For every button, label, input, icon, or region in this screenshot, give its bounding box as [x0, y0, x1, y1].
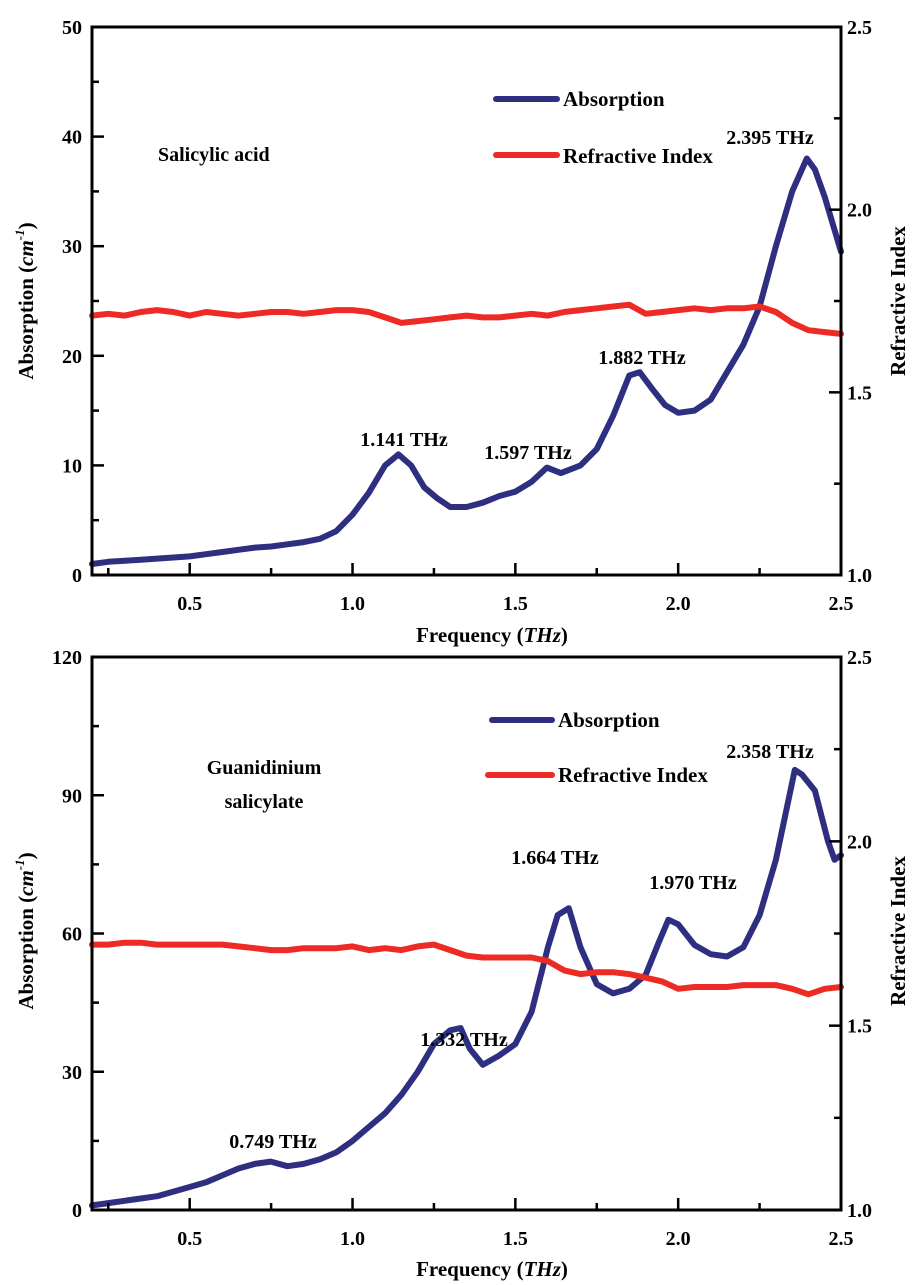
legend-refractive-index-label: Refractive Index: [563, 144, 713, 168]
x-axis-title: Frequency (THz): [416, 1257, 568, 1281]
y-axis-left-title: Absorption (cm-1): [12, 222, 38, 379]
refractive-index-series-line: [92, 943, 841, 995]
y-left-tick-label: 50: [62, 17, 82, 39]
peak-label: 1.141 THz: [360, 429, 448, 451]
x-tick-label: 1.0: [340, 1228, 365, 1250]
chart-guanidinium-salicylate: 0.5 1.0 1.5 2.0 2.5 0 30 60 90 120 1.0 1.5 2.0 2.5 Fr…: [12, 647, 910, 1281]
x-axis-title: Frequency (THz): [416, 623, 568, 647]
y-left-tick-label: 0: [72, 1200, 82, 1222]
peak-label: 1.664 THz: [511, 847, 599, 869]
absorption-series-line: [92, 159, 841, 565]
y-right-tick-label: 2.5: [847, 17, 872, 39]
legend: Absorption Refractive Index: [496, 87, 713, 168]
x-tick-label: 1.5: [503, 1228, 528, 1250]
axis-ticks: [92, 657, 841, 1210]
sample-label: Guanidinium: [207, 757, 322, 779]
y-right-tick-label: 2.5: [847, 647, 872, 669]
y-left-tick-label: 40: [62, 127, 82, 149]
axis-ticks: [92, 27, 841, 575]
y-left-tick-label: 0: [72, 565, 82, 587]
y-right-tick-label: 1.5: [847, 1016, 872, 1038]
y-left-tick-label: 120: [52, 647, 82, 669]
y-right-tick-label: 1.0: [847, 565, 872, 587]
plot-frame: [92, 27, 841, 575]
y-axis-left-title: Absorption (cm-1): [12, 852, 38, 1009]
x-tick-label: 2.5: [829, 1228, 854, 1250]
x-tick-label: 1.5: [503, 593, 528, 615]
legend-absorption-label: Absorption: [558, 708, 660, 732]
legend-absorption-label: Absorption: [563, 87, 665, 111]
sample-label: Salicylic acid: [158, 144, 270, 166]
peak-label: 0.749 THz: [229, 1131, 317, 1153]
x-tick-label: 0.5: [177, 1228, 202, 1250]
peak-label: 1.970 THz: [649, 872, 737, 894]
peak-label: 2.358 THz: [726, 741, 814, 763]
y-right-tick-label: 2.0: [847, 200, 872, 222]
plot-frame: [92, 657, 841, 1210]
y-left-tick-label: 20: [62, 346, 82, 368]
plot-area: [92, 770, 841, 1206]
x-tick-label: 2.5: [829, 593, 854, 615]
peak-label: 1.597 THz: [484, 442, 572, 464]
y-left-tick-label: 90: [62, 785, 82, 807]
x-tick-label: 2.0: [666, 1228, 691, 1250]
tick-labels: 0.5 1.0 1.5 2.0 2.5 0 30 60 90 120 1.0 1.5 2.0 2.5: [52, 647, 872, 1250]
y-left-tick-label: 30: [62, 236, 82, 258]
x-tick-label: 1.0: [340, 593, 365, 615]
y-left-tick-label: 10: [62, 455, 82, 477]
peak-annotations: 1.141 THz 1.597 THz 1.882 THz 2.395 THz: [360, 127, 814, 464]
peak-label: 1.882 THz: [598, 347, 686, 369]
x-tick-label: 2.0: [666, 593, 691, 615]
y-axis-right-title: Refractive Index: [886, 856, 910, 1006]
y-right-tick-label: 1.0: [847, 1200, 872, 1222]
legend: Absorption Refractive Index: [488, 708, 708, 787]
y-left-tick-label: 30: [62, 1062, 82, 1084]
peak-label: 2.395 THz: [726, 127, 814, 149]
refractive-index-series-line: [92, 305, 841, 334]
sample-label: salicylate: [225, 791, 304, 813]
y-right-tick-label: 1.5: [847, 382, 872, 404]
y-axis-right-title: Refractive Index: [886, 226, 910, 376]
y-left-tick-label: 60: [62, 924, 82, 946]
chart-salicylic-acid: 0.5 1.0 1.5 2.0 2.5 0 10 20 30 40 50 1.0 1.5 2.0 2.5 F…: [12, 17, 910, 647]
peak-label: 1.332 THz: [420, 1029, 508, 1051]
y-right-tick-label: 2.0: [847, 831, 872, 853]
plot-area: [92, 159, 841, 565]
x-tick-label: 0.5: [177, 593, 202, 615]
legend-refractive-index-label: Refractive Index: [558, 763, 708, 787]
